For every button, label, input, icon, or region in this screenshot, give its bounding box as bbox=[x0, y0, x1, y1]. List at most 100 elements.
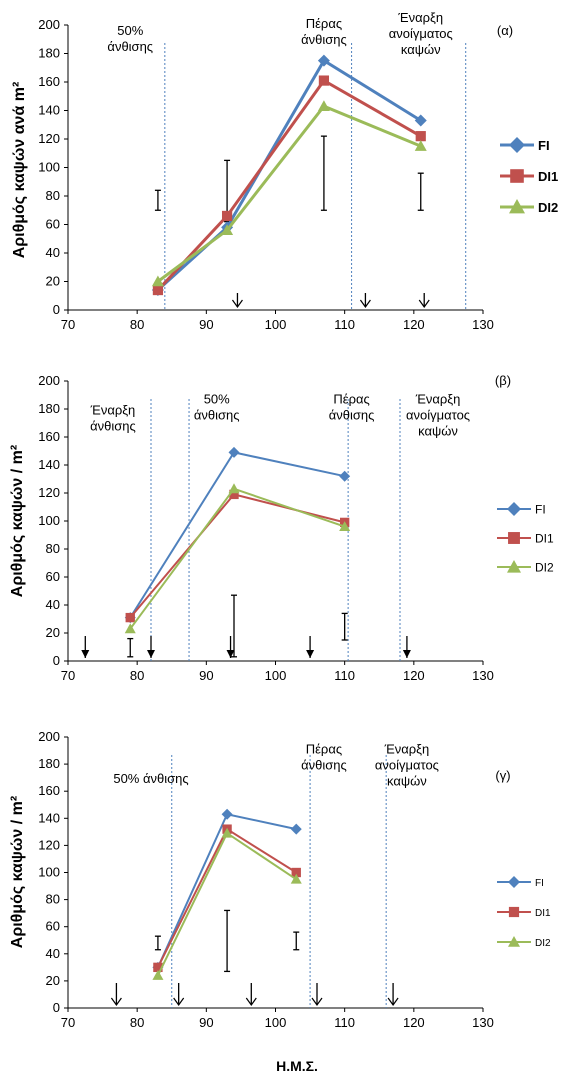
x-tick-label: 100 bbox=[265, 317, 287, 332]
stage-annotation: καψών bbox=[418, 423, 458, 438]
legend-marker bbox=[508, 936, 520, 947]
stage-annotation: ανοίγματος bbox=[406, 407, 470, 422]
y-tick-label: 0 bbox=[53, 653, 60, 668]
series-line-di2 bbox=[157, 104, 422, 283]
legend-label: DI2 bbox=[535, 561, 554, 575]
y-tick-label: 200 bbox=[38, 17, 60, 32]
legend-marker bbox=[510, 169, 524, 183]
y-tick-label: 80 bbox=[46, 188, 60, 203]
y-tick-label: 60 bbox=[46, 217, 60, 232]
x-tick-label: 100 bbox=[265, 668, 287, 683]
x-tick-label: 130 bbox=[472, 668, 494, 683]
x-axis-label: Η.Μ.Σ. bbox=[276, 1058, 318, 1074]
y-tick-label: 60 bbox=[46, 919, 60, 934]
data-point-di2 bbox=[152, 969, 164, 980]
x-tick-label: 70 bbox=[61, 1015, 75, 1030]
x-tick-label: 110 bbox=[334, 1015, 355, 1030]
y-tick-label: 200 bbox=[38, 373, 60, 388]
data-point-di1 bbox=[229, 489, 239, 500]
legend-marker bbox=[507, 560, 521, 573]
series-line-fi bbox=[156, 58, 422, 292]
arrow-head bbox=[306, 650, 315, 658]
arrow-head bbox=[147, 650, 155, 658]
arrow-head bbox=[231, 299, 243, 309]
x-tick-label: 80 bbox=[130, 668, 144, 683]
stage-annotation: άνθισης bbox=[107, 39, 153, 54]
arrow-head bbox=[173, 997, 185, 1007]
stage-annotation: καψών bbox=[401, 42, 441, 57]
legend-marker bbox=[508, 876, 520, 888]
x-tick-label: 80 bbox=[130, 1015, 144, 1030]
series-line-di1 bbox=[156, 78, 422, 292]
data-point-di2 bbox=[221, 827, 233, 838]
y-tick-label: 160 bbox=[38, 74, 60, 89]
data-point-di1 bbox=[152, 284, 164, 296]
stage-annotation: άνθισης bbox=[301, 757, 347, 772]
stage-annotation: άνθισης bbox=[329, 407, 375, 422]
data-point-di1 bbox=[221, 210, 233, 222]
data-point-fi bbox=[339, 470, 351, 482]
data-point-fi bbox=[228, 446, 240, 458]
arrow-head bbox=[402, 650, 411, 658]
legend-label: DI1 bbox=[538, 169, 558, 184]
y-tick-label: 120 bbox=[38, 837, 60, 852]
stage-annotation: Πέρας bbox=[306, 16, 342, 31]
x-tick-label: 70 bbox=[61, 668, 75, 683]
legend-marker bbox=[509, 137, 525, 153]
y-tick-label: 40 bbox=[46, 245, 60, 260]
y-axis-label: Αριθμός καψών / m² bbox=[9, 796, 26, 948]
arrow-head bbox=[359, 299, 371, 309]
legend-label: FI bbox=[535, 503, 546, 517]
stage-annotation: Έναρξη bbox=[384, 741, 430, 756]
data-point-di2 bbox=[414, 140, 427, 151]
stage-annotation: καψών bbox=[387, 773, 427, 788]
legend-label: DI2 bbox=[538, 200, 558, 215]
x-tick-label: 80 bbox=[130, 317, 144, 332]
stage-annotation: 50% άνθισης bbox=[113, 771, 188, 786]
stage-annotation: ανοίγματος bbox=[389, 26, 453, 41]
chart-panel-1: 0 20 40 60 80 100 120 140 160 180 200 70 80 90 100 110 1… bbox=[11, 10, 558, 332]
legend-label: DI1 bbox=[535, 532, 554, 546]
series-line-fi bbox=[129, 451, 345, 619]
y-tick-label: 120 bbox=[38, 131, 60, 146]
panel-label: (γ) bbox=[495, 768, 510, 783]
stage-annotation: ανοίγματος bbox=[375, 757, 439, 772]
data-point-di1 bbox=[125, 612, 135, 623]
x-tick-label: 110 bbox=[334, 668, 355, 683]
panel-label: (α) bbox=[497, 23, 513, 38]
y-tick-label: 140 bbox=[38, 103, 60, 118]
y-tick-label: 20 bbox=[46, 274, 60, 289]
y-tick-label: 40 bbox=[46, 946, 60, 961]
arrow-head bbox=[226, 650, 235, 658]
y-tick-label: 180 bbox=[38, 46, 60, 61]
arrow-head bbox=[245, 997, 257, 1007]
x-tick-label: 70 bbox=[61, 317, 75, 332]
data-point-di2 bbox=[317, 100, 330, 112]
y-tick-label: 100 bbox=[38, 513, 60, 528]
arrow-head bbox=[81, 650, 90, 658]
stage-annotation: άνθισης bbox=[194, 407, 240, 422]
legend-label: FI bbox=[538, 138, 550, 153]
legend-label: DI2 bbox=[535, 938, 551, 949]
data-point-di2 bbox=[339, 521, 351, 531]
arrow-head bbox=[311, 997, 323, 1007]
y-tick-label: 180 bbox=[38, 401, 60, 416]
y-tick-label: 80 bbox=[46, 892, 60, 907]
y-tick-label: 100 bbox=[38, 160, 60, 175]
stage-annotation: Πέρας bbox=[333, 391, 369, 406]
y-tick-label: 120 bbox=[38, 485, 60, 500]
stage-annotation: Έναρξη bbox=[90, 403, 136, 418]
stage-annotation: 50% bbox=[117, 23, 143, 38]
data-point-di2 bbox=[290, 873, 302, 884]
data-point-di2 bbox=[228, 483, 240, 494]
data-point-di2 bbox=[124, 623, 136, 634]
data-point-di1 bbox=[318, 75, 330, 86]
x-tick-label: 130 bbox=[472, 317, 494, 332]
stage-annotation: 50% bbox=[204, 391, 230, 406]
x-tick-label: 90 bbox=[199, 317, 213, 332]
x-tick-label: 130 bbox=[472, 1015, 494, 1030]
panel-label: (β) bbox=[495, 373, 511, 388]
data-point-fi bbox=[317, 54, 330, 67]
y-tick-label: 140 bbox=[38, 810, 60, 825]
x-tick-label: 110 bbox=[334, 317, 355, 332]
